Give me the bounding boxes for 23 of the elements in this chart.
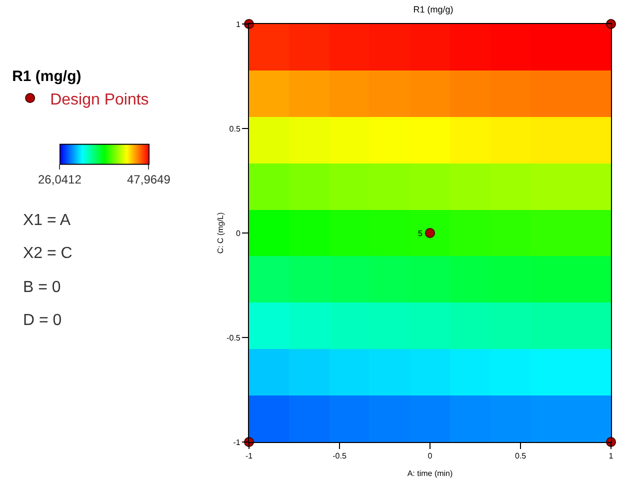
- color-bar-label: 26,0412: [38, 172, 82, 187]
- legend-title: R1 (mg/g): [12, 68, 82, 86]
- text: X2 = C: [23, 245, 72, 262]
- y-tick-label: -0.5: [226, 333, 241, 342]
- point: [425, 228, 435, 238]
- text: D = 0: [23, 312, 62, 329]
- y-axis-title: C: C (mg/L): [216, 212, 225, 254]
- x-axis-title: A: time (min): [407, 469, 453, 478]
- x-tick-label: 0.5: [514, 452, 527, 461]
- y-tick-label: 0: [236, 228, 241, 238]
- annotation: 5: [418, 229, 423, 238]
- x-tick-label: 0: [428, 452, 433, 461]
- legend-label: Design Points: [50, 91, 149, 108]
- x-tick-label: 1: [608, 452, 614, 461]
- x-tick-label: -1: [245, 452, 254, 461]
- text: X1 = A: [23, 212, 71, 229]
- y-tick-label: 1: [236, 20, 241, 29]
- color-bar-label: 47,9649: [127, 172, 171, 187]
- y-tick-label: -1: [233, 438, 241, 447]
- x-tick-label: -0.5: [332, 452, 347, 461]
- chart-title: R1 (mg/g): [413, 4, 454, 14]
- text: B = 0: [23, 279, 61, 296]
- y-tick-label: 0.5: [229, 124, 241, 134]
